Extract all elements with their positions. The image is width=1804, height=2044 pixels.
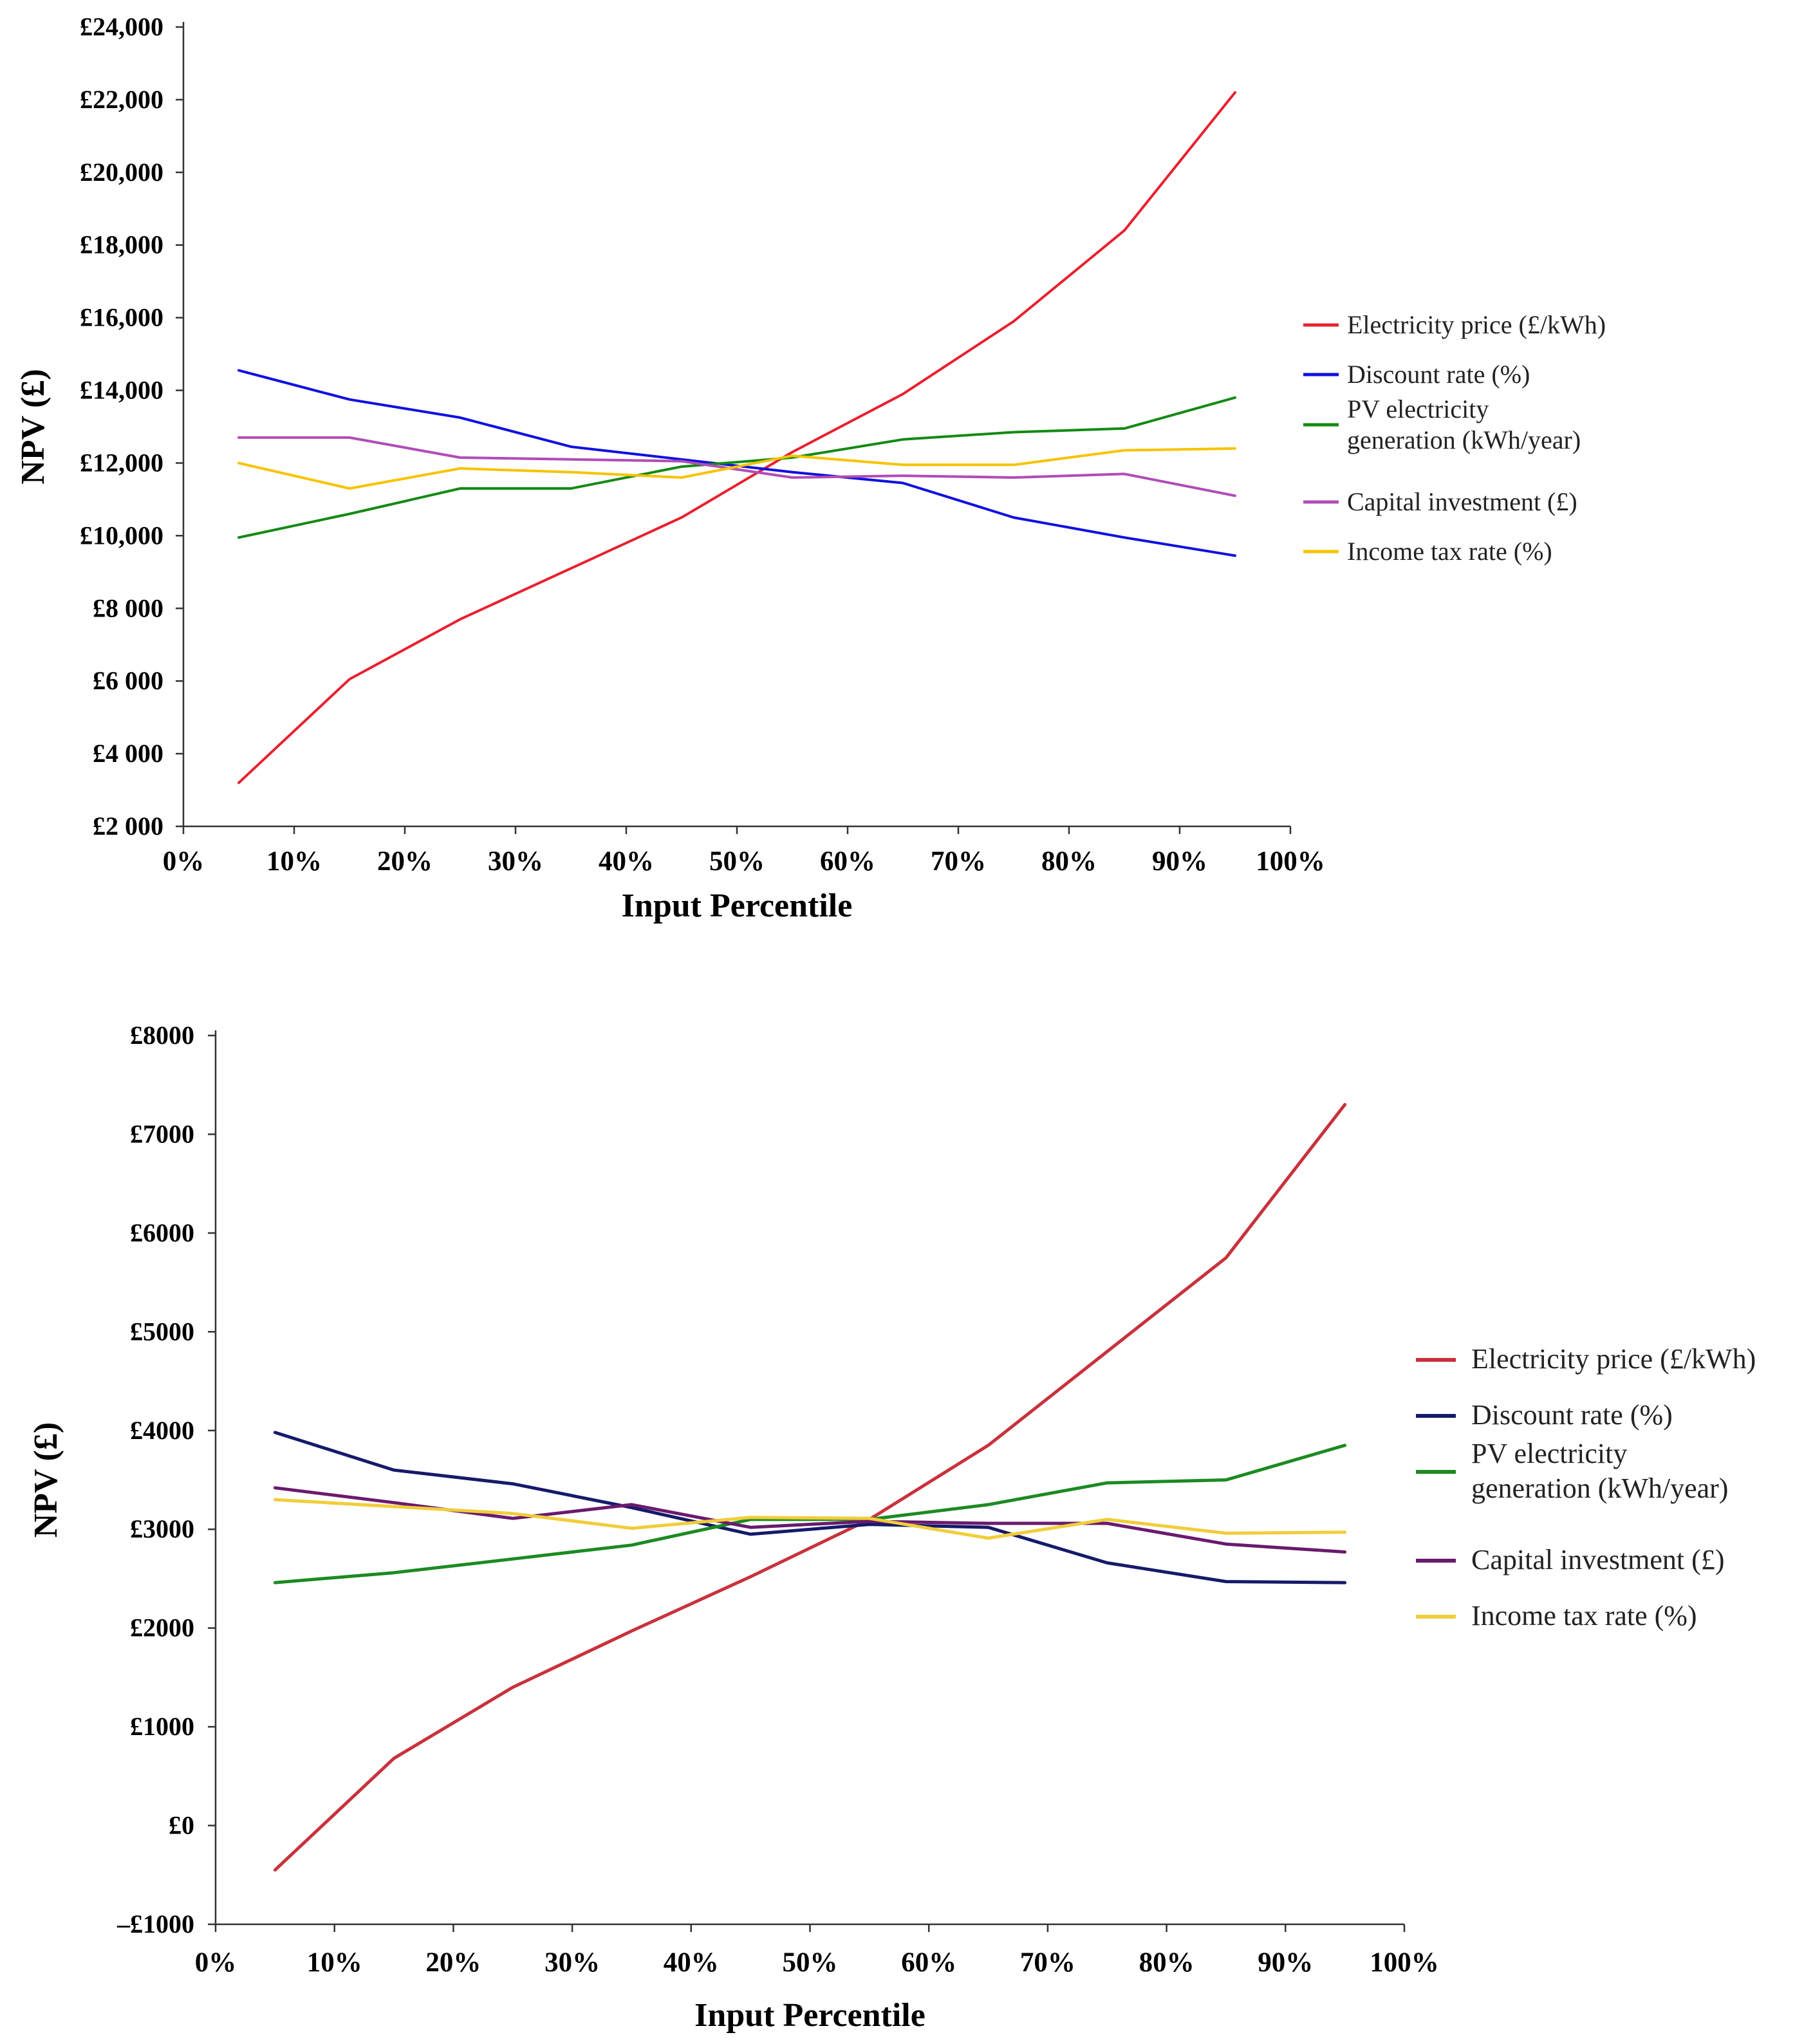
x-tick-label: 20% — [377, 846, 432, 877]
y-tick-label: £3000 — [130, 1514, 194, 1543]
series-line — [273, 1431, 1347, 1584]
x-tick-label: 10% — [307, 1947, 362, 1978]
legend-label: Income tax rate (%) — [1471, 1600, 1697, 1631]
y-tick-label: £20,000 — [80, 158, 163, 187]
y-tick-label: £10,000 — [80, 521, 163, 550]
y-tick-label: –£1000 — [116, 1909, 194, 1938]
chart-bottom: –£1000 £0 £1000 £2000 £3000 £4000 £5000 £6000 £7… — [28, 1021, 1756, 2034]
x-tick-label: 40% — [664, 1947, 719, 1978]
x-tick-label: 10% — [266, 846, 322, 877]
series-line — [273, 1102, 1347, 1872]
legend-label: Income tax rate (%) — [1347, 537, 1552, 566]
y-tick-label: £8000 — [130, 1021, 194, 1050]
legend-label: Electricity price (£/kWh) — [1471, 1343, 1756, 1375]
y-tick-label: £6000 — [130, 1218, 194, 1247]
x-tick-label: 80% — [1041, 846, 1097, 877]
x-tick-label: 100% — [1256, 846, 1325, 877]
y-tick-label: £24,000 — [80, 12, 163, 41]
y-tick-label: £5000 — [130, 1317, 194, 1346]
y-tick-label: £8 000 — [93, 593, 163, 622]
x-tick-label: 50% — [783, 1947, 838, 1978]
y-tick-label: £4 000 — [93, 739, 163, 768]
y-tick-label: £18,000 — [80, 230, 163, 259]
x-tick-label: 90% — [1152, 846, 1207, 877]
x-axis-title: Input Percentile — [622, 887, 853, 924]
y-tick-label: £2000 — [130, 1613, 194, 1642]
y-tick-label: £1000 — [130, 1712, 194, 1741]
legend-label: Capital investment (£) — [1347, 487, 1577, 516]
legend-label: Electricity price (£/kWh) — [1347, 310, 1606, 339]
legend-label: Capital investment (£) — [1471, 1544, 1724, 1575]
x-tick-label: 20% — [425, 1947, 481, 1978]
legend-label: PV electricity generation (kWh/year) — [1347, 395, 1581, 454]
legend-label: Discount rate (%) — [1471, 1399, 1673, 1431]
x-tick-label: 60% — [820, 846, 875, 877]
y-tick-label: £22,000 — [80, 85, 163, 114]
y-tick-label: £6 000 — [93, 666, 163, 695]
legend-label: PV electricity generation (kWh/year) — [1471, 1438, 1728, 1504]
y-tick-label: £4000 — [130, 1416, 194, 1445]
y-tick-label: £2 000 — [93, 812, 163, 841]
y-tick-label: £7000 — [130, 1119, 194, 1148]
y-tick-label: £12,000 — [80, 448, 163, 477]
x-tick-label: 60% — [901, 1947, 956, 1978]
series-line — [237, 396, 1236, 539]
y-tick-label: £0 — [169, 1811, 194, 1840]
x-tick-label: 40% — [599, 846, 654, 877]
series-line — [237, 91, 1236, 785]
y-axis-title: NPV (£) — [28, 1422, 64, 1538]
x-tick-label: 100% — [1370, 1947, 1439, 1978]
x-tick-label: 50% — [709, 846, 765, 877]
x-tick-label: 0% — [163, 846, 205, 877]
x-tick-label: 90% — [1258, 1947, 1313, 1978]
series-line — [273, 1498, 1347, 1540]
x-tick-label: 0% — [195, 1947, 237, 1978]
x-tick-label: 80% — [1139, 1947, 1195, 1978]
y-axis-title: NPV (£) — [15, 369, 51, 485]
x-tick-label: 70% — [931, 846, 986, 877]
x-tick-label: 70% — [1020, 1947, 1075, 1978]
series-line — [237, 447, 1236, 490]
y-tick-label: £14,000 — [80, 376, 163, 405]
y-tick-label: £16,000 — [80, 303, 163, 332]
x-tick-label: 30% — [488, 846, 543, 877]
x-tick-label: 30% — [544, 1947, 600, 1978]
legend-label: Discount rate (%) — [1347, 360, 1530, 389]
chart-top: £2 000 £4 000 £6 000 £8 000 £10,000 £12,000 £1… — [15, 12, 1606, 924]
x-axis-title: Input Percentile — [694, 1997, 925, 2034]
series-line — [237, 436, 1236, 497]
